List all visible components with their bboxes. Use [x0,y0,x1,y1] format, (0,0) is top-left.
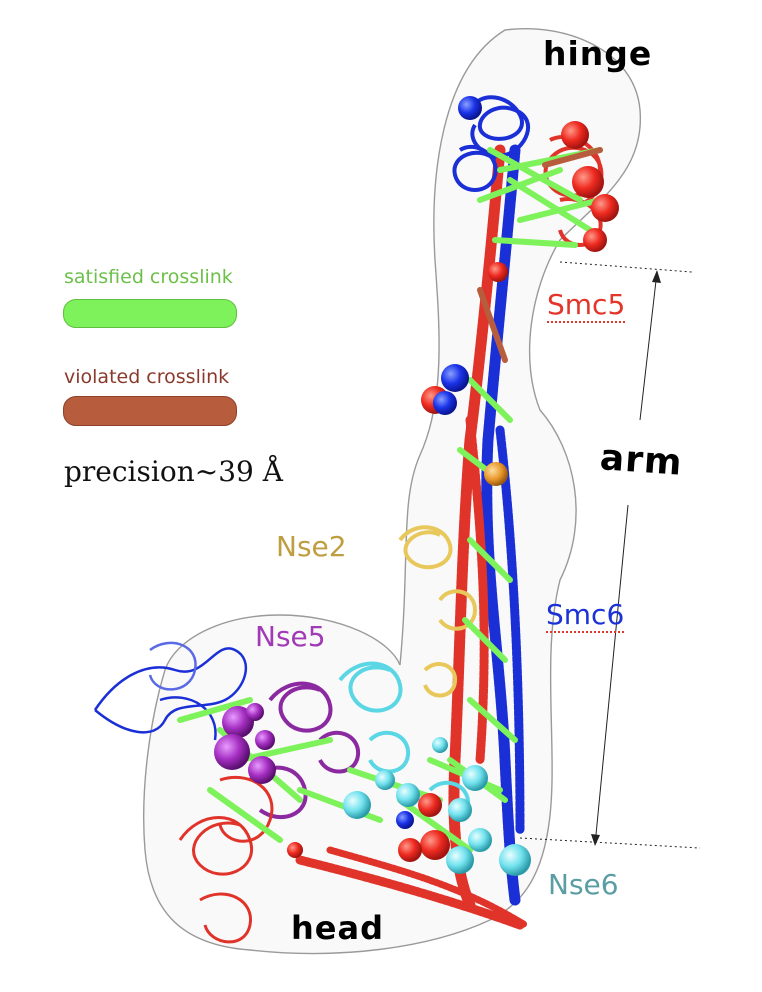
arm-top-dotted-line [559,261,693,273]
head-label: head [291,909,384,947]
smc5-head-cartoon [178,775,274,944]
arm-arrow-bottom [591,834,600,846]
beads-cyan [343,737,531,876]
legend-satisfied-label: satisfied crosslink [64,266,233,288]
nse5-label: Nse5 [255,620,326,653]
violated-crosslinks [477,147,603,363]
smc6-label: Smc6 [546,598,625,633]
beads-purple [214,703,276,784]
nse2-label: Nse2 [276,530,347,563]
nse6-cartoon [338,661,471,806]
legend-violated-swatch [63,396,237,426]
arm-measure-line-upper [639,271,658,421]
nse2-cartoon [398,525,478,698]
legend-satisfied-swatch [63,299,237,328]
arm-arrow-top [652,270,661,283]
smc6-head-loops [93,641,247,741]
density-envelope [143,28,642,955]
arm-bottom-dotted-line [519,837,701,849]
legend-violated-label: violated crosslink [64,366,230,388]
smc5-label: Smc5 [547,288,626,323]
precision-label: precision~39 Å [64,455,283,488]
beads-orange [484,462,508,486]
arm-label: arm [598,437,684,484]
beads-blue [396,96,482,829]
hinge-label: hinge [543,34,653,73]
nse6-label: Nse6 [548,868,619,901]
arm-measure-line-lower [594,504,629,846]
beads-red [287,121,619,862]
